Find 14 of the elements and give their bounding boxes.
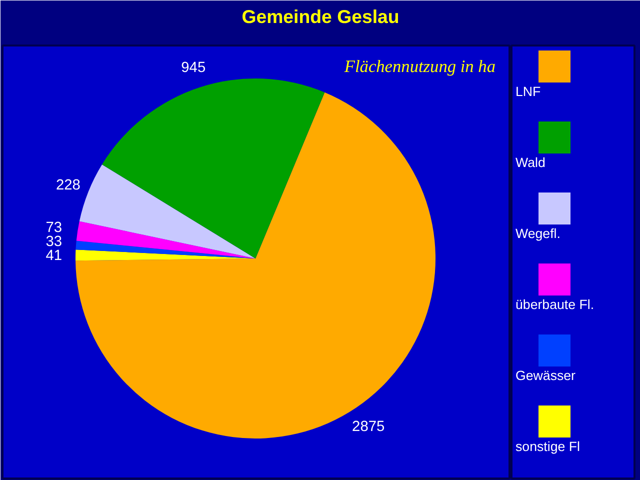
legend-label: Wald — [516, 155, 546, 170]
data-label: 945 — [181, 60, 206, 76]
data-label: 73 — [46, 220, 62, 236]
chart-title: Gemeinde Geslau — [242, 6, 400, 27]
legend-label: Gewässer — [516, 368, 576, 383]
data-label: 2875 — [352, 419, 385, 436]
legend-label: überbaute Fl. — [516, 297, 594, 312]
data-label: 33 — [46, 234, 62, 250]
slice-label: LNF — [516, 84, 541, 99]
text: Flächennutzung in ha — [343, 57, 496, 76]
data-label: 228 — [56, 177, 80, 194]
legend-label: sonstige Fl — [516, 439, 580, 454]
data-label: 41 — [46, 248, 62, 264]
legend-label: Wegefl. — [516, 226, 560, 241]
